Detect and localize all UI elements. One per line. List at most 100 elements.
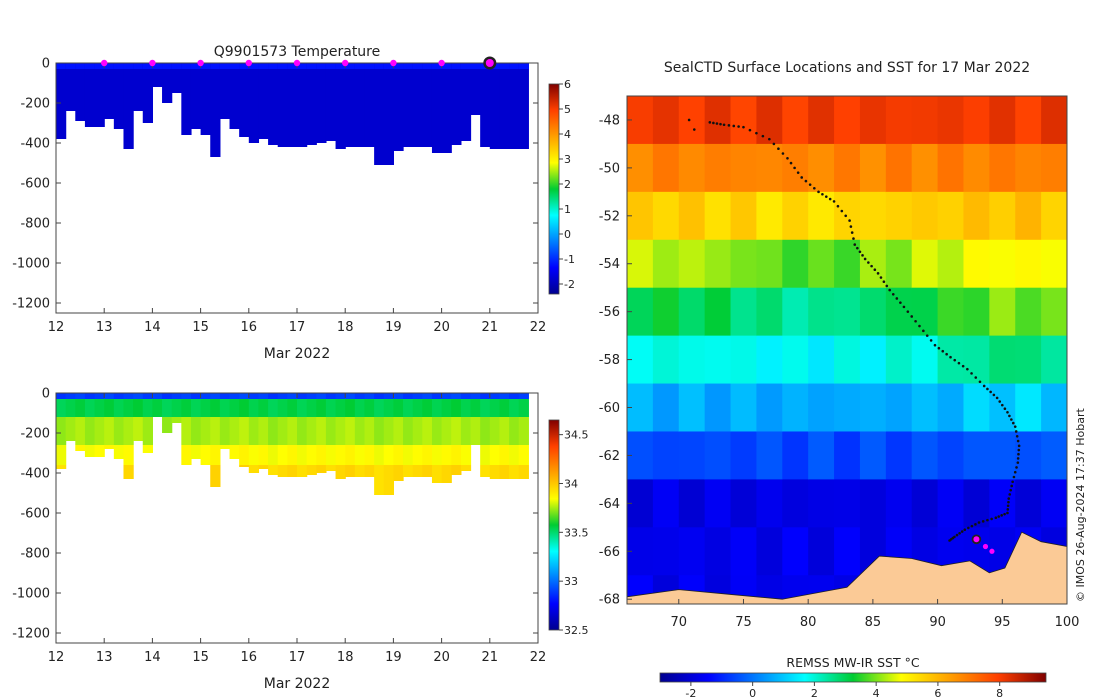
sst-cell [782,335,809,385]
salinity-profile-cell [229,445,240,459]
salinity-profile-cell [75,417,86,445]
temperature-surface-band [268,63,279,69]
temperature-surface-band [383,63,394,69]
sst-cell [859,191,887,241]
temperature-surface-band [403,63,414,69]
salinity-y-tick-label: -600 [20,507,50,522]
temperature-profile-column [412,63,423,147]
salinity-profile-cell [113,399,125,417]
salinity-profile-cell [480,399,491,417]
salinity-profile-cell [123,399,134,417]
track-point [963,528,967,532]
salinity-profile-cell [374,445,385,465]
temperature-profile-column [297,63,308,147]
colorbar-tick-label: 2 [564,178,571,191]
salinity-profile-cell [422,393,433,399]
salinity-profile-cell [518,399,529,417]
salinity-profile-cell [412,393,423,399]
salinity-profile-cell [509,465,520,479]
colorbar-tick-label: 34 [564,477,578,490]
track-point [918,324,921,328]
sst-cell [1015,143,1042,193]
salinity-profile-cell [258,399,269,417]
temperature-y-tick-label: -800 [20,217,50,232]
salinity-profile-cell [431,465,443,483]
salinity-profile-cell [364,465,375,477]
salinity-profile-cell [229,417,240,445]
track-point [768,137,771,141]
colorbar-tick-label: 33 [564,575,578,588]
track-point [1003,512,1006,516]
salinity-profile-cell [181,399,192,417]
track-point [722,123,726,127]
temperature-surface-band [460,63,472,69]
salinity-profile-cell [403,445,414,465]
salinity-profile-cell [431,393,443,399]
sst-cell [885,383,913,433]
salinity-profile-cell [306,445,317,465]
temperature-profile-column [123,63,134,149]
sst-cell [885,96,913,145]
sst-cell [678,191,706,241]
sst-cell [756,96,783,145]
track-point [910,315,914,318]
track-point [850,231,854,234]
track-point [1010,418,1013,421]
salinity-profile-cell [374,393,385,399]
sst-cell [937,287,965,337]
sst-cell [963,335,990,385]
track-point [1014,430,1018,433]
sst-cell [704,383,732,433]
track-point [777,147,780,151]
track-point [986,518,989,522]
map-y-ticks: -48 -50 -52 -54 -56 -58 -60 -62 -64 -66 -68 [599,113,632,608]
temperature-surface-band [374,63,385,69]
track-point [804,179,808,183]
temperature-profile-column [470,63,481,115]
salinity-x-tick-label: 21 [482,650,499,665]
sst-cell [730,383,758,433]
temperature-profile-column [200,63,211,135]
sst-cell [704,191,732,241]
track-point [925,334,929,337]
sst-cell [1041,239,1067,289]
salinity-y-tick-label: -1200 [12,627,50,642]
sst-cell [963,479,990,528]
temperature-surface-band [451,63,462,69]
track-point [986,387,989,391]
salinity-profile-cell [200,399,211,417]
salinity-profile-cell [152,399,163,417]
salinity-profile-cell [123,445,134,465]
salinity-profile-cell [345,399,356,417]
track-point [978,380,982,384]
salinity-profile-cell [480,417,491,445]
salinity-profile-cell [200,445,211,465]
track-point [861,254,864,257]
salinity-profile-cell [94,393,105,399]
sst-cell [989,287,1016,337]
temperature-profile-column [374,63,385,165]
salinity-profile-cell [123,465,134,479]
sst-cell [808,431,835,480]
salinity-profile-cell [316,445,327,465]
track-point [1011,480,1014,484]
sst-cell [937,96,965,145]
salinity-profile-cell [451,399,462,417]
track-point [708,121,712,124]
salinity-profile-cell [335,417,346,445]
track-point [885,284,889,288]
sst-cell [678,96,706,145]
salinity-profile-cell [65,417,76,441]
salinity-profile-cell [287,465,298,477]
sst-cell [652,383,680,433]
salinity-x-tick-label: 12 [48,650,65,665]
salinity-y-tick-label: -800 [20,547,50,562]
sst-cell [885,335,913,385]
highlight-marker [485,59,494,67]
salinity-profile-cell [239,445,250,465]
sst-cell [1041,431,1067,480]
salinity-x-ticks: 12 13 14 15 16 17 18 19 20 21 22 [48,393,546,665]
salinity-profile-cell [200,417,211,445]
salinity-profile-cell [431,399,443,417]
track-point [844,214,848,218]
